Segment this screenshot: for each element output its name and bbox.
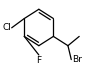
- Text: Br: Br: [72, 55, 82, 64]
- Text: F: F: [36, 56, 41, 65]
- Text: Cl: Cl: [2, 23, 11, 32]
